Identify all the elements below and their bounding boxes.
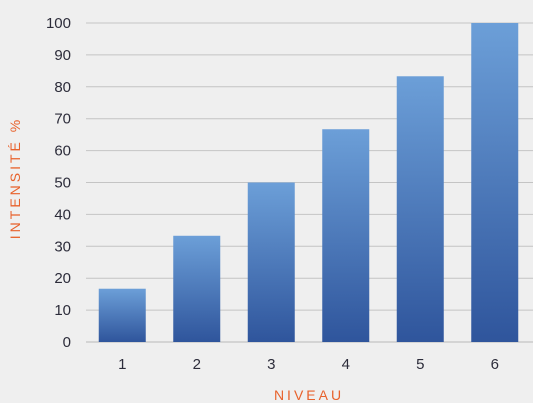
x-tick-label: 2 [193,356,201,373]
y-tick-label: 70 [54,111,71,128]
bar-4 [322,129,370,342]
x-tick-label: 4 [342,356,350,373]
y-tick-label: 30 [54,238,71,255]
bar-5 [396,76,444,342]
x-tick-label: 3 [267,356,275,373]
x-tick-labels: 1 2 3 4 5 6 [118,356,499,373]
bar-2 [173,235,221,342]
y-tick-label: 50 [54,175,71,192]
bars [98,23,519,342]
y-tick-label: 90 [54,47,71,64]
bar-3 [247,182,295,342]
y-axis-title: INTENSITÉ % [7,117,23,239]
y-tick-label: 20 [54,270,71,287]
y-tick-labels: 0 10 20 30 40 50 60 70 80 90 100 [46,15,71,351]
grid-lines [86,22,533,343]
bar-1 [98,288,146,342]
x-tick-label: 6 [491,356,499,373]
y-tick-label: 10 [54,302,71,319]
bar-6 [471,23,519,342]
y-tick-label: 100 [46,15,71,32]
x-tick-label: 1 [118,356,126,373]
x-axis-title: NIVEAU [274,387,344,403]
y-tick-label: 40 [54,206,71,223]
x-tick-label: 5 [416,356,424,373]
y-tick-label: 60 [54,143,71,160]
y-tick-label: 0 [63,334,71,351]
y-tick-label: 80 [54,79,71,96]
